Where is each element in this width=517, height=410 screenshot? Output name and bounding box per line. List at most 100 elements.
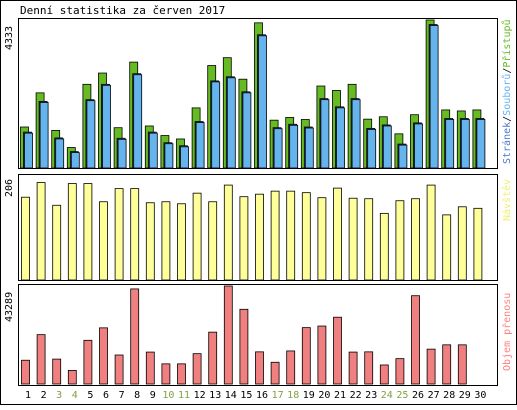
- files-bar: [367, 128, 377, 169]
- x-tick-label: 7: [119, 390, 125, 401]
- visits-bar: [426, 184, 436, 281]
- visits-bar: [255, 193, 264, 281]
- bytes-bar: [442, 344, 452, 385]
- files-bar: [351, 99, 361, 169]
- visits-bar: [457, 206, 467, 281]
- files-bar: [133, 74, 143, 169]
- visits-bar: [130, 188, 140, 281]
- hits-legend-item: Přístupů: [501, 19, 513, 67]
- files-bar: [429, 25, 439, 169]
- visits-bar: [192, 192, 202, 281]
- bytes-bar: [99, 327, 108, 385]
- hits-legend-item: /: [502, 68, 513, 74]
- visits-bar: [114, 188, 124, 281]
- visits-ymax-label: 206: [4, 179, 15, 197]
- visits-bar: [270, 190, 280, 281]
- visits-bar: [379, 212, 389, 281]
- bytes-bar: [286, 350, 296, 385]
- hits-bars: [20, 19, 486, 169]
- files-bar: [86, 100, 96, 169]
- x-tick-label: 16: [256, 390, 268, 401]
- visits-bar: [177, 203, 186, 281]
- bytes-bar: [36, 334, 46, 385]
- x-tick-label: 5: [87, 390, 93, 401]
- bytes-bar: [145, 351, 155, 385]
- visits-bar: [83, 183, 93, 281]
- x-tick-label: 8: [134, 390, 140, 401]
- x-tick-label: 25: [396, 390, 408, 401]
- bytes-bar: [208, 331, 218, 385]
- visits-bar: [223, 184, 233, 281]
- visits-bar: [301, 192, 311, 281]
- visits-panel: 206 Návštěv: [4, 174, 513, 281]
- bytes-bar: [130, 288, 140, 385]
- files-bar: [445, 119, 455, 169]
- bytes-bar: [426, 348, 436, 385]
- bytes-bar: [239, 308, 249, 385]
- files-bar: [304, 127, 314, 169]
- bytes-bar: [333, 316, 342, 385]
- bytes-bar: [379, 364, 389, 385]
- files-bar: [55, 138, 65, 169]
- x-tick-label: 28: [443, 390, 455, 401]
- bytes-panel-frame: [18, 284, 498, 386]
- files-bar: [320, 99, 330, 169]
- x-tick-label: 26: [412, 390, 424, 401]
- x-tick-label: 6: [103, 390, 109, 401]
- bytes-bar: [317, 325, 327, 385]
- files-bar: [195, 122, 205, 169]
- bytes-bar: [255, 351, 264, 385]
- files-bar: [258, 35, 267, 169]
- visits-bar: [161, 201, 171, 281]
- files-bar: [226, 77, 236, 169]
- x-tick-label: 1: [25, 390, 31, 401]
- bytes-bar: [364, 351, 374, 385]
- files-bar: [70, 152, 80, 169]
- x-tick-label: 4: [72, 390, 78, 401]
- hits-legend-item: /: [502, 116, 513, 122]
- bytes-panel: 43289 Objem přenosu: [4, 284, 513, 386]
- files-bar: [242, 92, 252, 169]
- bytes-bar: [177, 363, 186, 385]
- x-tick-label: 18: [287, 390, 299, 401]
- visits-bar: [442, 214, 452, 281]
- x-tick-label: 10: [162, 390, 174, 401]
- bytes-bars: [21, 285, 467, 385]
- files-bar: [336, 107, 345, 169]
- x-tick-label: 17: [272, 390, 284, 401]
- x-tick-label: 14: [225, 390, 237, 401]
- visits-bar: [145, 202, 155, 281]
- visits-bar: [286, 190, 296, 281]
- files-bar: [382, 125, 392, 169]
- x-tick-label: 23: [365, 390, 377, 401]
- bytes-bar: [395, 358, 405, 385]
- bytes-bar: [348, 351, 358, 385]
- files-bar: [273, 128, 283, 169]
- bytes-bar: [83, 339, 93, 385]
- x-tick-label: 13: [209, 390, 221, 401]
- x-tick-label: 21: [334, 390, 346, 401]
- x-tick-label: 30: [474, 390, 486, 401]
- visits-bar: [411, 198, 420, 281]
- visits-bars: [21, 182, 483, 281]
- x-tick-label: 22: [350, 390, 362, 401]
- visits-legend: Návštěv: [501, 179, 513, 221]
- x-tick-label: 27: [428, 390, 440, 401]
- visits-bar: [239, 196, 249, 281]
- files-bar: [117, 138, 127, 169]
- files-bar: [414, 123, 423, 169]
- x-tick-label: 15: [240, 390, 252, 401]
- bytes-bar: [67, 370, 77, 385]
- bytes-bar: [411, 295, 420, 385]
- hits-legend: Stránek/Souborů/Přístupů: [501, 19, 513, 164]
- visits-bar: [21, 196, 30, 281]
- bytes-bar: [223, 285, 233, 385]
- bytes-legend: Objem přenosu: [501, 293, 513, 371]
- visits-bar: [395, 200, 405, 281]
- files-bar: [460, 119, 470, 169]
- visits-bar: [67, 183, 77, 281]
- x-tick-label: 24: [381, 390, 393, 401]
- hits-legend-item: Souborů: [501, 74, 513, 116]
- bytes-bar: [21, 359, 30, 385]
